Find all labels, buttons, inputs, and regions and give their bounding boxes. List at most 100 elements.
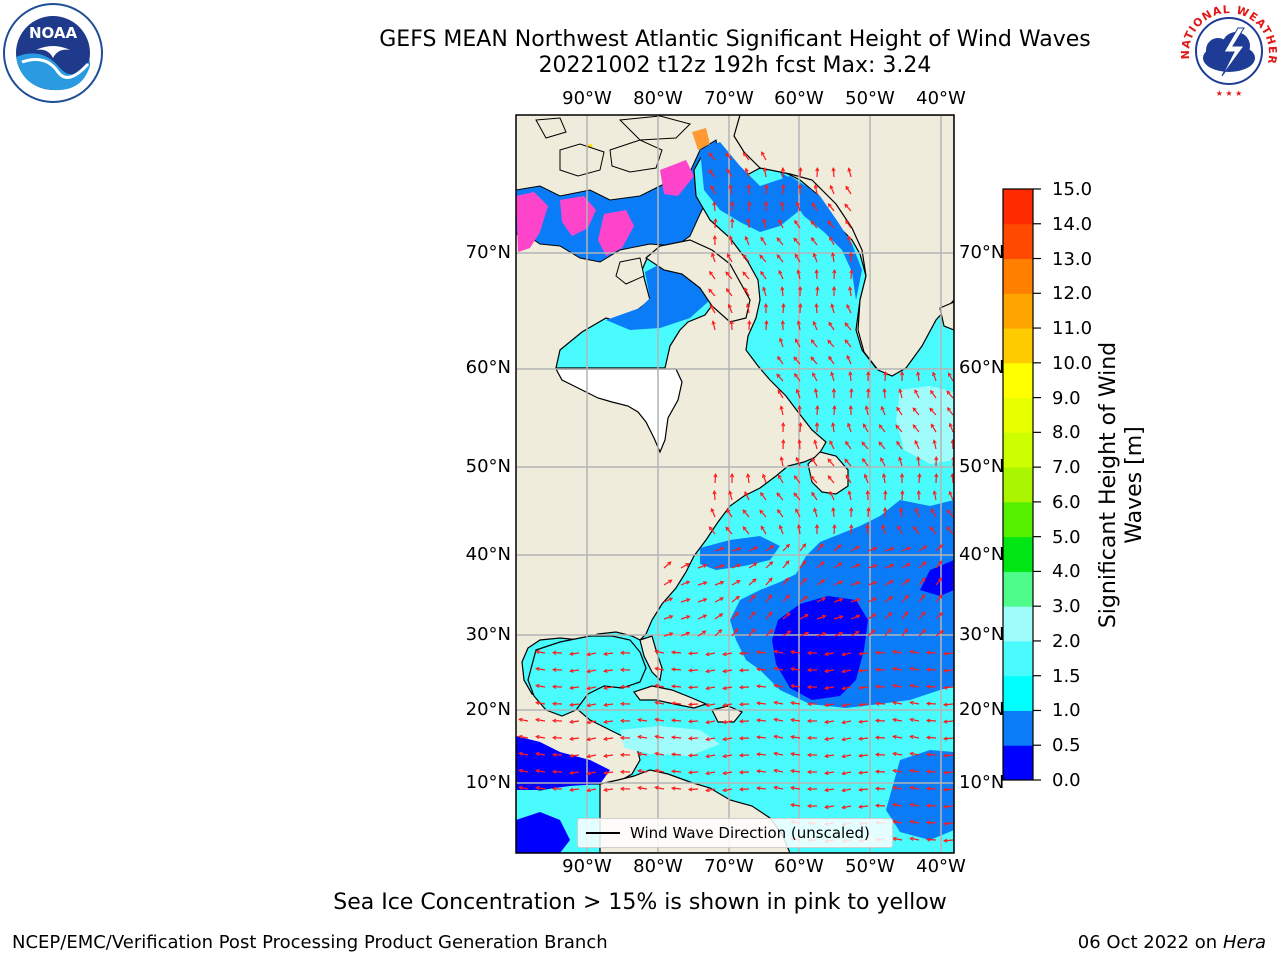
wind-wave-arrowhead (705, 720, 710, 725)
wind-wave-arrowhead (930, 423, 935, 428)
wind-wave-arrow (757, 668, 767, 671)
wind-wave-arrow (714, 581, 724, 586)
map-legend: Wind Wave Direction (unscaled) (577, 818, 893, 848)
wind-wave-arrowhead (831, 422, 836, 427)
wind-wave-arrowhead (848, 370, 853, 376)
wind-wave-arrow (829, 185, 835, 195)
wind-wave-arrow (726, 169, 733, 178)
wind-wave-arrow (846, 304, 852, 314)
colorbar-tick-label: 3.0 (1052, 596, 1081, 617)
wind-wave-arrow (774, 667, 784, 671)
wind-wave-arrowhead (569, 736, 574, 741)
wind-wave-arrow (604, 754, 614, 757)
wind-wave-arrowhead (814, 268, 819, 274)
wind-wave-arrowhead (551, 735, 557, 740)
wind-wave-arrowhead (932, 490, 937, 495)
wind-wave-arrowhead (942, 651, 948, 656)
colorbar-tick-label: 10.0 (1052, 353, 1093, 374)
wind-wave-arrowhead (586, 703, 591, 708)
wind-wave-arrowhead (735, 595, 740, 600)
wind-wave-arrowhead (841, 771, 846, 776)
wind-wave-arrowhead (738, 753, 744, 758)
wind-wave-arrowhead (942, 702, 948, 707)
wind-wave-arrow (774, 650, 784, 654)
wind-wave-arrowhead (685, 563, 690, 567)
wind-wave-arrow (918, 545, 927, 552)
wind-wave-arrow (794, 338, 801, 348)
wind-wave-arrowhead (806, 650, 812, 656)
wind-wave-arrowhead (773, 700, 778, 705)
wind-wave-arrow (913, 526, 920, 535)
wind-wave-arrowhead (768, 611, 773, 616)
wind-wave-arrow (815, 269, 818, 280)
wind-wave-arrowhead (827, 475, 832, 480)
wind-wave-arrowhead (855, 631, 860, 635)
wind-wave-arrowhead (654, 666, 659, 671)
wind-wave-arrowhead (705, 669, 710, 674)
wind-wave-arrow (729, 185, 733, 195)
wind-wave-arrowhead (769, 545, 775, 550)
wind-wave-arrow (946, 390, 954, 399)
wind-wave-arrowhead (619, 650, 625, 656)
wind-wave-arrow (587, 737, 597, 741)
wind-wave-arrowhead (738, 685, 744, 690)
greenland (733, 115, 954, 377)
wind-wave-arrowhead (906, 563, 911, 567)
wind-wave-arrow (793, 475, 801, 484)
wind-wave-arrowhead (709, 270, 714, 276)
wind-wave-arrowhead (858, 685, 863, 690)
wind-wave-arrow (910, 820, 920, 824)
wind-wave-arrow (728, 304, 733, 314)
wind-wave-arrow (748, 594, 756, 603)
wind-wave-arrow (671, 787, 682, 790)
wind-wave-arrowhead (909, 836, 914, 841)
date-text: 06 Oct 2022 on (1077, 932, 1218, 953)
wind-wave-arrowhead (670, 752, 676, 757)
wind-wave-arrowhead (747, 200, 752, 206)
wind-wave-arrowhead (841, 703, 846, 708)
wind-wave-arrowhead (705, 737, 710, 742)
wind-wave-arrowhead (734, 611, 740, 617)
wind-wave-arrowhead (687, 702, 693, 707)
wind-wave-arrowhead (909, 666, 914, 671)
wind-wave-arrowhead (586, 652, 591, 657)
wind-wave-arrow (725, 526, 733, 535)
wind-wave-arrow (828, 356, 835, 365)
wind-wave-arrowhead (925, 769, 931, 774)
wind-wave-arrowhead (586, 754, 591, 759)
wind-wave-arrowhead (719, 597, 724, 602)
wind-wave-arrow (680, 615, 690, 620)
wind-wave-arrowhead (872, 546, 878, 551)
wind-wave-arrowhead (824, 685, 829, 691)
wind-wave-arrow (757, 736, 767, 739)
wind-wave-arrow (859, 771, 869, 774)
graticule (516, 115, 954, 853)
wind-wave-arrow (748, 320, 751, 331)
wind-wave-arrowhead (603, 685, 608, 690)
wind-wave-arrow (638, 719, 648, 722)
colorbar-swatch (1003, 640, 1033, 677)
wind-wave-arrowhead (844, 339, 849, 344)
wind-wave-arrow (671, 651, 682, 654)
colorbar-tick-label: 6.0 (1052, 492, 1081, 513)
wind-wave-arrow (884, 580, 894, 586)
wind-wave-arrow (763, 168, 767, 178)
wind-wave-arrow (930, 508, 937, 518)
wind-wave-arrowhead (811, 202, 816, 207)
wind-wave-arrow (742, 271, 750, 280)
wind-wave-arrowhead (795, 388, 800, 394)
wind-wave-arrow (827, 339, 835, 348)
wind-wave-arrowhead (896, 406, 901, 412)
wind-wave-arrowhead (713, 217, 718, 223)
wind-wave-arrowhead (687, 685, 693, 690)
wind-wave-arrowhead (776, 492, 781, 497)
wind-wave-arrowhead (939, 612, 944, 617)
wind-wave-arrowhead (938, 594, 943, 599)
wind-wave-arrowhead (845, 440, 850, 446)
wind-wave-arrow (910, 650, 920, 654)
wind-wave-arrowhead (929, 526, 934, 531)
wind-wave-arrow (706, 652, 716, 656)
wind-wave-arrowhead (846, 303, 851, 309)
colorbar (1003, 189, 1033, 781)
wind-wave-arrowhead (872, 613, 877, 618)
